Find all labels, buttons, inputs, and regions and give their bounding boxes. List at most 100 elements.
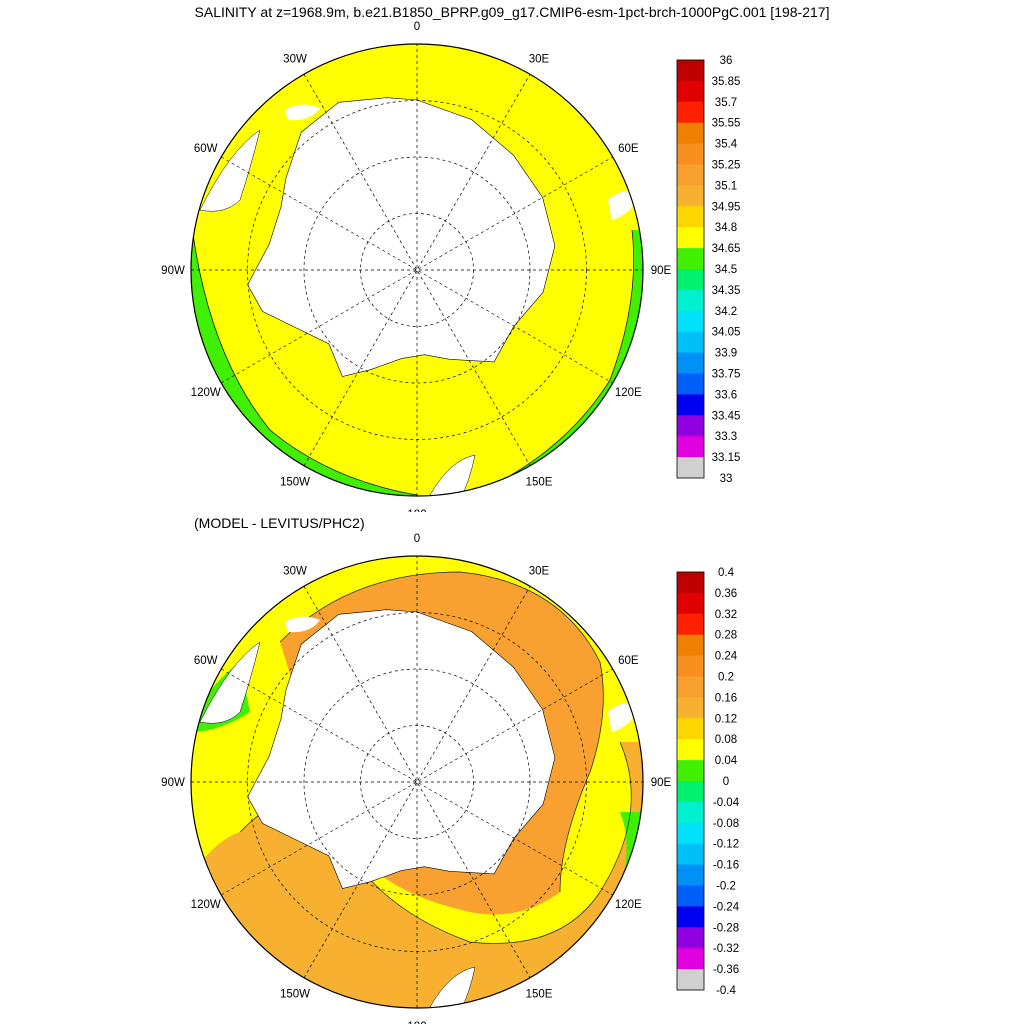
colorbar-label: 35.85	[712, 76, 741, 88]
antarctica-land	[247, 609, 556, 889]
colorbar-swatch	[677, 864, 704, 886]
colorbar-label: -0.2	[716, 881, 736, 893]
longitude-label: 120W	[191, 387, 221, 399]
longitude-label: 150E	[526, 476, 553, 488]
longitude-label: 150W	[280, 988, 310, 1000]
page-title: SALINITY at z=1968.9m, b.e21.B1850_BPRP.…	[194, 4, 830, 20]
colorbar-swatch	[677, 718, 704, 740]
colorbar-label: 0	[723, 776, 729, 788]
colorbar-label: -0.32	[713, 943, 739, 955]
colorbar-swatch	[677, 164, 704, 186]
colorbar-label: -0.28	[713, 922, 739, 934]
colorbar-label: 33.75	[712, 369, 741, 381]
colorbar-label: -0.4	[716, 985, 736, 997]
colorbar-swatch	[677, 394, 704, 416]
colorbar-swatch	[677, 613, 704, 636]
colorbar-swatch	[677, 352, 704, 374]
longitude-label: 120E	[615, 387, 642, 399]
colorbar-swatch	[677, 927, 704, 949]
graticule	[191, 556, 643, 1008]
longitude-label: 60W	[194, 143, 218, 155]
longitude-label: 60W	[194, 655, 218, 667]
colorbar-label: 0.04	[715, 755, 738, 767]
longitude-label: 30W	[283, 566, 307, 578]
longitude-label: 120E	[615, 899, 642, 911]
colorbar-label: 33.3	[715, 431, 737, 443]
salinity-polar-map: 0 30E 60E 90E 120E 150E 180 150W 120W 90W 60W 30W 36…	[161, 21, 741, 512]
colorbar-swatch	[677, 60, 704, 82]
colorbar-swatch	[677, 101, 704, 124]
colorbar-label: 0.4	[718, 567, 735, 579]
colorbar-label: 35.4	[715, 139, 738, 151]
longitude-label: 30E	[529, 54, 550, 66]
longitude-label: 60E	[618, 655, 639, 667]
longitude-label: 30W	[283, 54, 307, 66]
colorbar-swatch	[677, 227, 704, 249]
colorbar-label: 34.65	[712, 243, 741, 255]
longitude-label: 180	[407, 1021, 426, 1024]
colorbar-label: -0.24	[713, 901, 740, 913]
longitude-label: 0	[414, 21, 420, 33]
colorbar-label: 36	[720, 55, 733, 67]
colorbar: 36 35.85 35.7 35.55 35.4 35.25 35.1 34.95 34.8 34…	[676, 55, 741, 485]
colorbar-label: 33.15	[712, 452, 741, 464]
colorbar-label: 34.35	[712, 285, 741, 297]
colorbar-swatch	[677, 206, 704, 228]
colorbar-label: 0.32	[715, 609, 737, 621]
colorbar-label: 34.8	[715, 222, 737, 234]
colorbar-swatch	[677, 592, 704, 615]
colorbar-swatch	[677, 373, 704, 395]
map-border	[190, 43, 644, 497]
colorbar-swatch	[677, 310, 704, 333]
longitude-label: 120W	[191, 899, 221, 911]
colorbar-swatch	[677, 269, 704, 291]
colorbar-swatch	[677, 676, 704, 698]
map-border	[190, 555, 644, 1009]
colorbar: 0.4 0.36 0.32 0.28 0.24 0.2 0.16 0.12 0.08 0.04 0 -…	[676, 567, 740, 997]
colorbar-label: 0.28	[715, 630, 737, 642]
colorbar-swatch	[677, 331, 704, 354]
colorbar-label: -0.16	[713, 860, 739, 872]
antarctica-land	[247, 97, 556, 377]
graticule	[191, 44, 643, 496]
colorbar-swatch	[677, 143, 704, 165]
colorbar-swatch	[677, 760, 704, 782]
colorbar-label: 0.2	[718, 672, 734, 684]
colorbar-label: 35.7	[715, 97, 737, 109]
south-america-land	[199, 641, 261, 724]
colorbar-swatch	[677, 885, 704, 907]
longitude-label: 150E	[526, 988, 553, 1000]
colorbar-swatch	[677, 697, 704, 719]
colorbar-swatch	[677, 289, 704, 312]
colorbar-label: 33.6	[715, 389, 737, 401]
colorbar-label: 35.1	[715, 180, 737, 192]
colorbar-swatch	[677, 572, 704, 594]
colorbar-swatch	[677, 436, 704, 458]
colorbar-label: 33.9	[715, 348, 737, 360]
south-georgia-mask	[285, 616, 320, 633]
colorbar-label: 34.5	[715, 264, 737, 276]
colorbar-label: -0.12	[713, 839, 739, 851]
south-america-land	[199, 129, 261, 212]
colorbar-swatch	[677, 80, 704, 103]
colorbar-label: -0.08	[713, 818, 739, 830]
longitude-label: 90W	[161, 777, 185, 789]
longitude-label: 90W	[161, 265, 185, 277]
longitude-label: 180	[407, 509, 426, 512]
colorbar-swatch	[677, 185, 704, 207]
colorbar-swatch	[677, 122, 704, 145]
colorbar-label: 0.16	[715, 692, 737, 704]
colorbar-label: 35.25	[712, 160, 741, 172]
colorbar-swatch	[677, 906, 704, 928]
colorbar-swatch	[677, 415, 704, 437]
colorbar-label: 0.08	[715, 734, 737, 746]
colorbar-label: 35.55	[712, 118, 741, 130]
colorbar-swatch	[677, 969, 704, 991]
colorbar-label: -0.04	[713, 797, 740, 809]
longitude-label: 60E	[618, 143, 639, 155]
colorbar-label: 33.45	[712, 410, 741, 422]
colorbar-label: 34.95	[712, 201, 741, 213]
colorbar-label: 33	[720, 473, 733, 485]
longitude-label: 90E	[651, 265, 672, 277]
colorbar-swatch	[677, 843, 704, 866]
